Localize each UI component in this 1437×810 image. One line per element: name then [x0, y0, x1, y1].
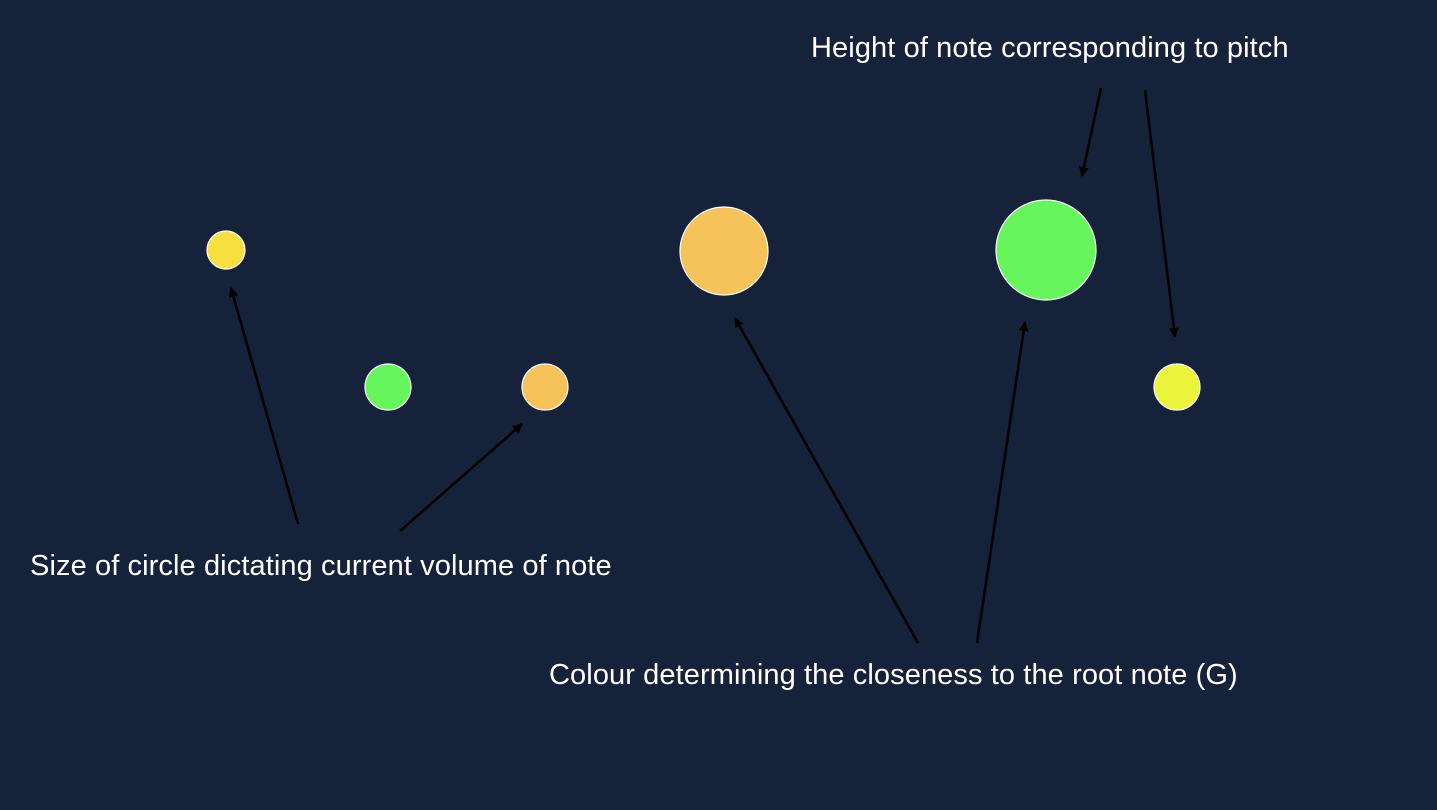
note-circle-4 — [679, 206, 769, 296]
volume-annotation-label: Size of circle dictating current volume … — [30, 550, 612, 582]
volume-arrow-2 — [399, 423, 523, 532]
note-circle-6 — [1153, 363, 1201, 411]
colour-arrow-1 — [733, 317, 920, 644]
colour-arrow-2 — [975, 321, 1029, 644]
volume-arrow-1 — [228, 287, 300, 525]
pitch-arrow-1 — [1079, 87, 1103, 177]
note-circle-3 — [521, 363, 569, 411]
note-circle-2 — [364, 363, 412, 411]
pitch-annotation-label: Height of note corresponding to pitch — [811, 32, 1289, 64]
pitch-arrow-2 — [1143, 89, 1179, 338]
note-circle-5 — [995, 199, 1097, 301]
note-circle-1 — [206, 230, 246, 270]
colour-annotation-label: Colour determining the closeness to the … — [549, 659, 1238, 691]
